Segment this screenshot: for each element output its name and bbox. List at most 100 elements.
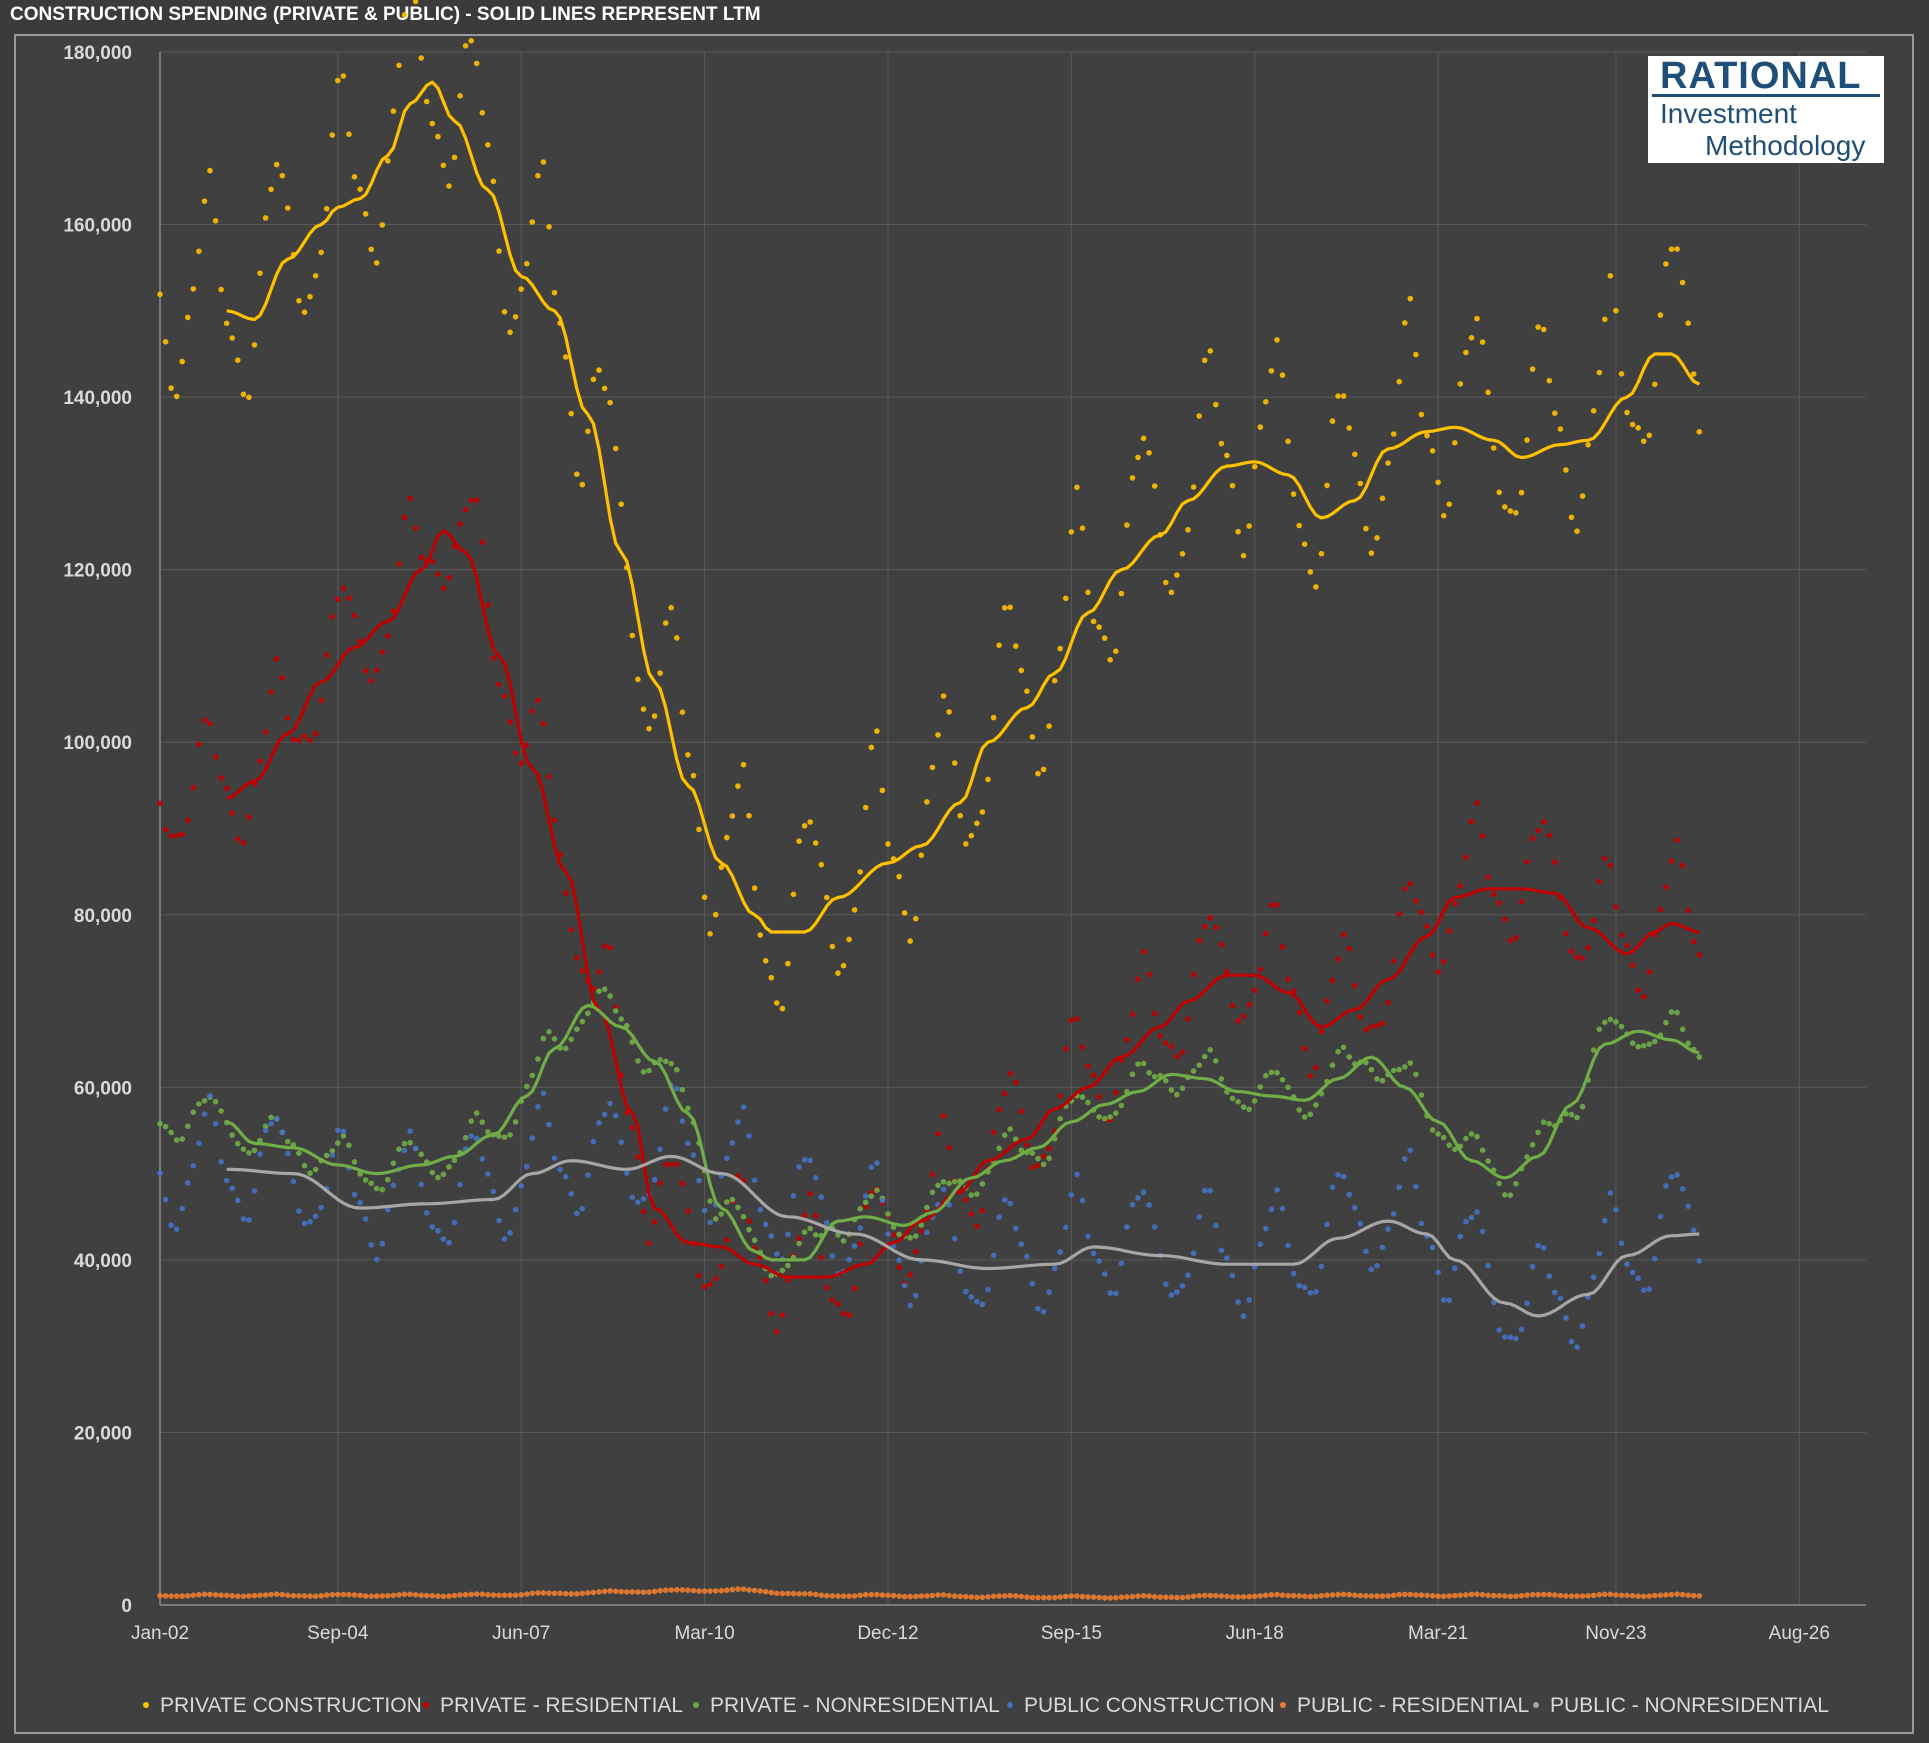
data-point <box>379 649 386 655</box>
data-point <box>418 1151 425 1158</box>
data-point <box>768 1233 775 1239</box>
data-point <box>379 1240 386 1247</box>
data-point <box>551 1155 558 1161</box>
data-point <box>907 1235 913 1241</box>
data-point <box>1540 819 1547 825</box>
data-point <box>473 1591 480 1597</box>
data-point <box>1385 460 1391 466</box>
data-point <box>1268 368 1275 374</box>
data-point <box>629 632 636 639</box>
data-point <box>362 1593 369 1599</box>
data-point <box>1396 378 1402 385</box>
data-point <box>1324 1592 1330 1598</box>
data-point <box>1485 1592 1491 1599</box>
data-point <box>1163 1040 1169 1046</box>
data-point <box>1146 1202 1152 1208</box>
data-point <box>1507 937 1514 944</box>
data-point <box>1679 1186 1686 1192</box>
data-point <box>362 668 369 674</box>
data-point <box>1657 1213 1664 1220</box>
data-point <box>451 154 458 161</box>
data-point <box>1113 648 1119 654</box>
data-point <box>1207 1047 1214 1053</box>
data-point <box>1663 1592 1669 1598</box>
data-point <box>524 1163 530 1170</box>
data-point <box>1096 1114 1102 1120</box>
data-point <box>840 1238 847 1244</box>
data-point <box>935 1592 941 1598</box>
data-point <box>1290 491 1297 497</box>
data-point <box>913 1292 919 1299</box>
data-point <box>662 620 669 626</box>
data-point <box>524 742 530 748</box>
data-point <box>662 1058 669 1065</box>
data-point <box>913 1248 919 1255</box>
data-point <box>629 1194 636 1201</box>
data-point <box>924 799 930 805</box>
data-point <box>1051 1265 1058 1272</box>
data-point <box>868 1164 875 1170</box>
data-point <box>1646 1286 1653 1292</box>
data-point <box>1613 1207 1619 1213</box>
data-point <box>1318 1263 1325 1270</box>
data-point <box>185 817 191 824</box>
data-point <box>901 1282 908 1289</box>
data-point <box>1463 349 1469 356</box>
data-point <box>268 1121 274 1127</box>
data-point <box>1446 1142 1452 1148</box>
data-point <box>990 1252 997 1259</box>
data-point <box>657 1587 663 1594</box>
data-point <box>273 1591 280 1597</box>
data-point <box>1657 1592 1664 1598</box>
data-point <box>512 1592 519 1598</box>
data-point <box>885 1592 891 1599</box>
monthly-points <box>157 0 1703 1601</box>
data-point <box>1035 1155 1041 1162</box>
data-point <box>1063 1046 1069 1052</box>
data-point <box>574 471 580 478</box>
data-point <box>1185 1016 1191 1022</box>
data-point <box>340 73 347 79</box>
data-point <box>735 783 741 789</box>
data-point <box>1407 1060 1414 1066</box>
data-point <box>1113 1290 1119 1297</box>
data-point <box>1429 1244 1436 1251</box>
data-point <box>551 1036 558 1042</box>
data-point <box>690 1152 697 1158</box>
y-tick-label: 140,000 <box>63 388 132 409</box>
data-point <box>457 521 463 527</box>
data-point <box>1390 1067 1397 1074</box>
data-point <box>846 1593 852 1599</box>
data-point <box>890 1592 897 1599</box>
data-point <box>1440 512 1447 519</box>
data-point <box>790 1192 797 1199</box>
data-point <box>979 1594 986 1601</box>
data-point <box>1535 1129 1541 1136</box>
data-point <box>1018 1593 1025 1600</box>
data-point <box>751 885 758 891</box>
data-point <box>1674 246 1680 252</box>
data-point <box>1168 1087 1175 1093</box>
data-point <box>968 1294 975 1300</box>
y-tick-label: 180,000 <box>63 43 132 64</box>
data-point <box>1513 1593 1519 1599</box>
data-point <box>318 1204 325 1211</box>
data-point <box>1335 1048 1341 1055</box>
data-point <box>1629 421 1636 428</box>
data-point <box>851 1593 858 1599</box>
data-point <box>1218 941 1225 948</box>
data-point <box>1629 1592 1636 1599</box>
data-point <box>1496 1327 1502 1333</box>
data-point <box>1685 907 1691 914</box>
data-point <box>262 1127 269 1134</box>
data-point <box>1496 1180 1502 1187</box>
data-point <box>457 1181 463 1188</box>
data-point <box>1107 1290 1113 1296</box>
data-point <box>1524 859 1530 865</box>
data-point <box>407 1139 413 1146</box>
data-point <box>1502 1334 1508 1340</box>
data-point <box>285 1592 291 1599</box>
data-point <box>1568 948 1575 955</box>
data-point <box>1113 1110 1119 1116</box>
data-point <box>1174 1594 1180 1601</box>
